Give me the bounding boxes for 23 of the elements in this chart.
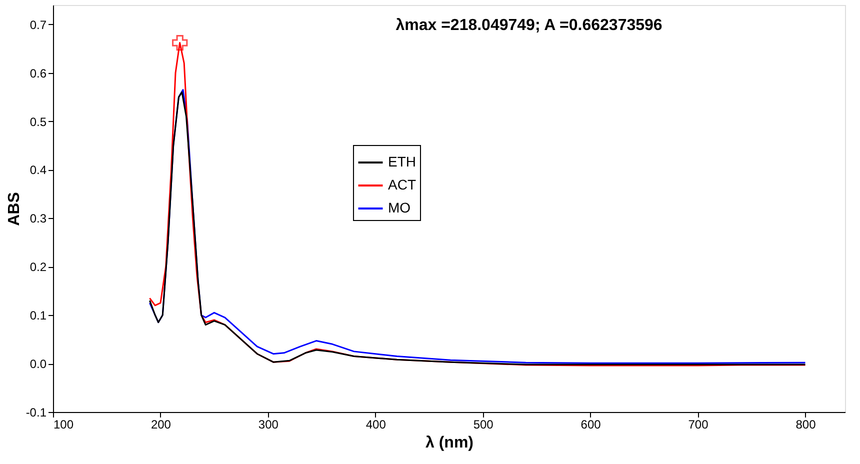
y-tick-label: -0.1 — [26, 406, 47, 420]
y-tick-label: 0.0 — [30, 357, 47, 372]
x-tick-label: 200 — [150, 418, 172, 432]
y-tick-label: 0.5 — [30, 114, 47, 129]
y-axis-title: ABS — [6, 192, 23, 226]
y-tick-label: 0.4 — [30, 163, 47, 178]
y-tick-label: 0.3 — [30, 212, 47, 226]
legend-label: MO — [388, 200, 411, 216]
y-tick-label: 0.1 — [30, 308, 47, 323]
y-tick-label: 0.7 — [30, 18, 47, 32]
legend-label: ETH — [388, 154, 416, 170]
x-tick-label: 500 — [473, 418, 494, 432]
x-tick-label: 300 — [258, 418, 279, 432]
x-tick-label: 400 — [366, 418, 386, 432]
x-tick-label: 100 — [54, 418, 74, 432]
x-tick-label: 600 — [580, 418, 602, 432]
x-tick-label: 800 — [796, 418, 816, 432]
y-tick-label: 0.2 — [30, 260, 47, 274]
x-axis-title: λ (nm) — [426, 434, 474, 452]
legend-label: ACT — [388, 176, 416, 192]
text: λmax =218.049749; A =0.662373596 — [396, 17, 662, 34]
y-tick-label: 0.6 — [30, 66, 47, 80]
x-tick-label: 700 — [688, 418, 709, 432]
